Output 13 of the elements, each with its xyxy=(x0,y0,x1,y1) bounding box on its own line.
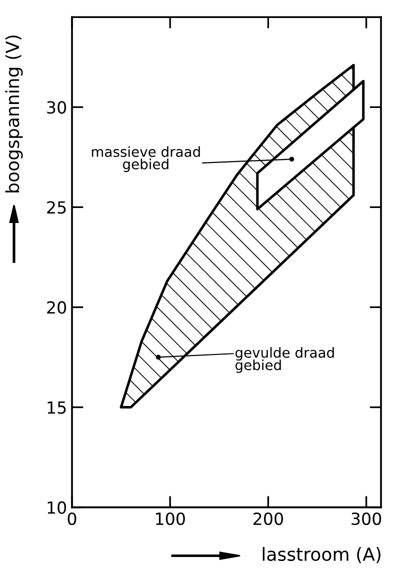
x-tick-label: 0 xyxy=(68,512,76,526)
x-tick-label: 300 xyxy=(352,512,382,526)
x-axis-title: lasstroom (A) xyxy=(262,547,380,564)
y-tick-label: 25 xyxy=(47,201,66,214)
x-tick-label: 100 xyxy=(156,512,185,526)
y-tick-label: 15 xyxy=(48,401,66,414)
y-tick-label: 30 xyxy=(47,101,66,114)
x-tick-label: 200 xyxy=(254,512,283,526)
y-axis-title: boogspanning (V) xyxy=(5,36,23,192)
y-tick-label: 20 xyxy=(47,301,66,314)
y-tick-label: 10 xyxy=(48,501,66,514)
annotation: massieve draad gebied xyxy=(92,146,200,172)
annotation: gevulde draad gebied xyxy=(235,347,334,373)
